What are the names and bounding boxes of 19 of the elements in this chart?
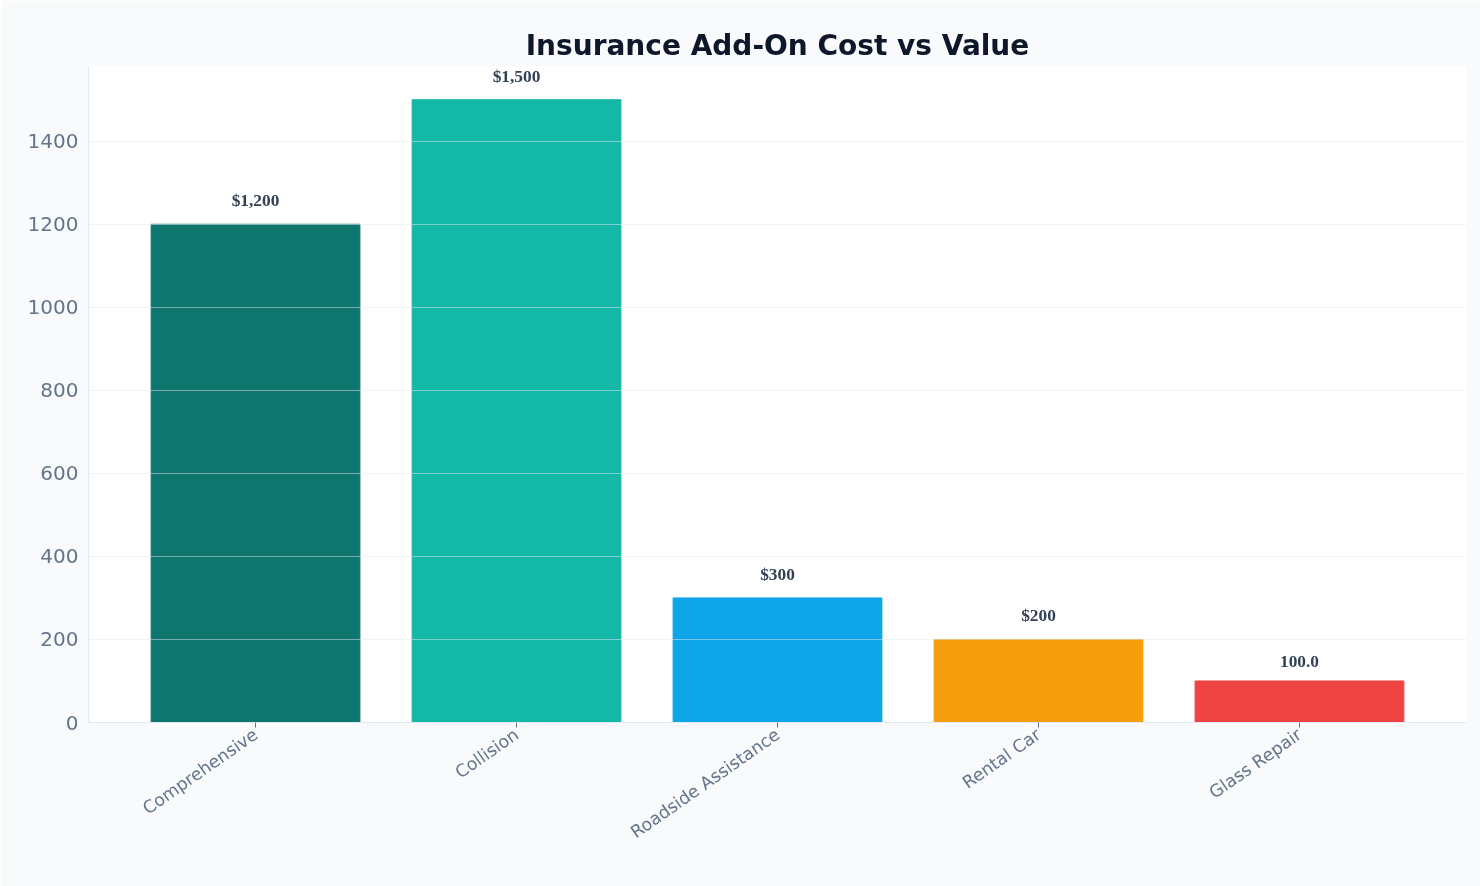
data-label: $1,200	[231, 191, 280, 211]
bar	[1194, 680, 1405, 723]
bar	[672, 597, 883, 723]
bar	[411, 99, 622, 723]
bar	[150, 223, 361, 723]
y-tick-label: 1000	[27, 295, 79, 320]
y-tick-label: 1400	[27, 129, 79, 154]
bar	[933, 638, 1144, 723]
data-label: $200	[1021, 606, 1056, 626]
data-label: $1,500	[492, 66, 541, 86]
data-label: 100.0	[1279, 651, 1319, 671]
y-tick-label: 200	[40, 627, 79, 652]
chart-title: Insurance Add-On Cost vs Value	[525, 28, 1030, 62]
y-tick-label: 600	[40, 461, 79, 486]
y-tick-label: 400	[40, 544, 79, 569]
data-label: $300	[760, 564, 795, 584]
y-tick-label: 1200	[27, 212, 79, 237]
y-tick-label: 800	[40, 378, 79, 403]
y-tick-label: 0	[65, 710, 79, 735]
